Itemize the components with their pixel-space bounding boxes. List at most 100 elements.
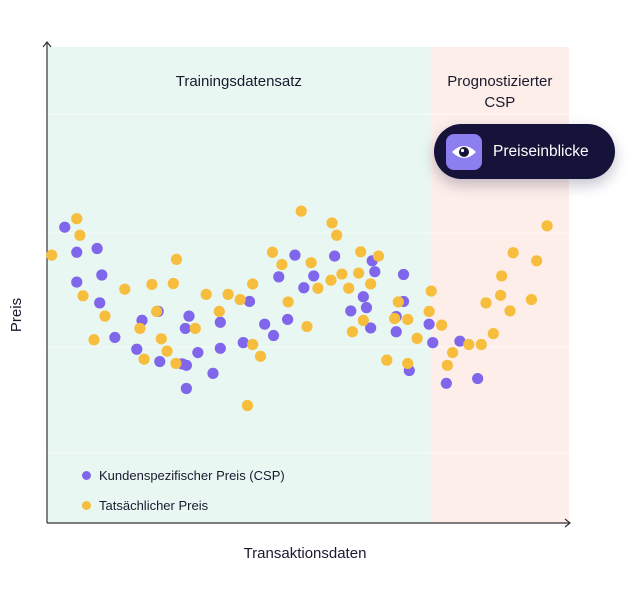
csp-point: [397, 268, 410, 281]
actual-price-point: [372, 250, 385, 262]
legend-label-csp: Kundenspezifischer Preis (CSP): [99, 467, 285, 483]
legend-item-actual: Tatsächlicher Preis: [82, 490, 285, 520]
csp-point: [282, 313, 294, 326]
actual-price-point: [357, 314, 369, 326]
actual-price-point: [151, 305, 163, 318]
csp-point: [440, 377, 452, 389]
csp-point: [131, 343, 143, 355]
actual-price-point: [441, 359, 453, 371]
actual-price-point: [213, 305, 225, 318]
actual-price-point: [463, 338, 475, 351]
actual-price-point: [496, 270, 508, 282]
actual-price-point: [446, 346, 459, 359]
actual-price-point: [436, 319, 448, 331]
actual-price-point: [99, 310, 111, 322]
actual-price-point: [200, 288, 212, 300]
actual-price-point: [507, 247, 519, 259]
actual-price-point: [161, 345, 173, 357]
actual-price-marker-icon: [82, 500, 91, 510]
actual-price-point: [504, 305, 516, 317]
actual-price-point: [247, 338, 259, 351]
actual-price-point: [336, 268, 348, 280]
csp-point: [472, 372, 484, 385]
region-label-forecast: CSP: [484, 94, 515, 111]
actual-price-point: [353, 267, 365, 279]
y-axis-label: Preis: [8, 298, 25, 332]
legend-item-csp: Kundenspezifischer Preis (CSP): [82, 460, 285, 490]
actual-price-point: [170, 357, 182, 370]
x-axis-arrow: [564, 518, 571, 528]
csp-point: [423, 318, 435, 330]
badge-label: Preiseinblicke: [493, 142, 589, 160]
actual-price-point: [282, 296, 294, 308]
actual-price-point: [331, 229, 343, 241]
actual-price-point: [495, 289, 507, 301]
csp-point: [369, 266, 381, 278]
csp-point: [109, 331, 121, 344]
region-label-forecast: Prognostizierter: [447, 73, 552, 90]
price-insights-badge[interactable]: Preiseinblicke: [434, 124, 615, 179]
actual-price-point: [254, 350, 267, 362]
actual-price-point: [355, 246, 367, 258]
actual-price-point: [326, 217, 338, 229]
actual-price-point: [276, 258, 288, 271]
actual-price-point: [525, 293, 538, 306]
csp-point: [267, 329, 280, 342]
actual-price-point: [46, 249, 58, 261]
actual-price-point: [381, 354, 393, 366]
actual-price-point: [247, 278, 259, 290]
csp-marker-icon: [82, 470, 91, 480]
actual-price-point: [74, 229, 86, 241]
csp-point: [289, 249, 301, 261]
actual-price-point: [325, 274, 337, 286]
csp-point: [308, 270, 320, 282]
region-forecast: [430, 47, 569, 523]
csp-point: [71, 276, 83, 288]
actual-price-point: [411, 332, 423, 344]
csp-point: [390, 326, 402, 338]
actual-price-point: [389, 312, 401, 325]
csp-point: [96, 269, 108, 281]
csp-point: [214, 342, 226, 354]
csp-point: [154, 355, 166, 368]
csp-point: [207, 367, 219, 379]
csp-point: [179, 322, 191, 335]
actual-price-point: [138, 353, 150, 365]
actual-price-point: [480, 297, 492, 309]
csp-point: [454, 335, 466, 347]
y-axis-arrow: [42, 41, 52, 48]
csp-point: [94, 297, 106, 309]
csp-point: [365, 322, 377, 334]
csp-point: [273, 271, 285, 283]
csp-point: [180, 359, 192, 371]
actual-price-point: [301, 320, 313, 333]
actual-price-point: [146, 278, 158, 291]
actual-price-point: [541, 220, 553, 232]
actual-price-point: [365, 278, 377, 290]
csp-point: [192, 346, 204, 359]
actual-price-point: [475, 338, 487, 351]
actual-price-point: [77, 290, 89, 302]
x-axis-label: Transaktionsdaten: [244, 545, 367, 562]
actual-price-point: [343, 282, 355, 294]
actual-price-point: [241, 399, 254, 412]
csp-point: [360, 302, 373, 314]
csp-point: [357, 291, 369, 303]
actual-price-point: [312, 282, 324, 294]
actual-price-point: [295, 205, 307, 217]
actual-price-point: [234, 293, 246, 306]
actual-price-point: [170, 253, 183, 265]
actual-price-point: [88, 334, 100, 346]
csp-point: [91, 242, 103, 255]
csp-point: [259, 318, 271, 330]
actual-price-point: [167, 277, 179, 290]
actual-price-point: [402, 313, 414, 326]
actual-price-point: [155, 333, 167, 345]
actual-price-point: [423, 305, 435, 318]
csp-point: [180, 382, 192, 395]
actual-price-point: [392, 296, 404, 308]
actual-price-point: [71, 213, 83, 225]
actual-price-point: [222, 288, 234, 300]
csp-point: [243, 295, 256, 308]
csp-point: [298, 282, 310, 294]
